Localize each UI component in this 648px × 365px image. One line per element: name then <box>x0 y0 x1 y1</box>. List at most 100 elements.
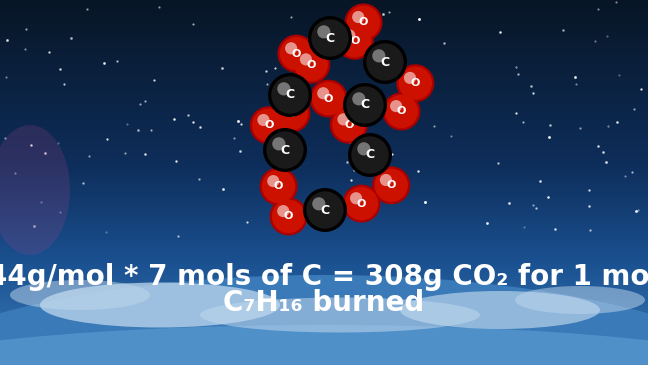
Bar <box>0 242 648 245</box>
Circle shape <box>263 128 307 172</box>
Bar <box>0 41 648 43</box>
Bar <box>0 260 648 262</box>
Bar <box>0 357 648 359</box>
Bar <box>0 24 648 27</box>
Circle shape <box>330 106 368 144</box>
Bar <box>0 326 648 328</box>
Ellipse shape <box>515 286 645 314</box>
Bar <box>0 318 648 320</box>
Bar <box>0 258 648 260</box>
Bar <box>0 247 648 249</box>
Bar <box>0 20 648 22</box>
Circle shape <box>346 86 384 124</box>
Circle shape <box>312 197 325 211</box>
Text: C: C <box>380 55 389 69</box>
Bar <box>0 33 648 35</box>
Bar <box>0 173 648 175</box>
Bar <box>0 309 648 311</box>
Bar <box>0 121 648 123</box>
Bar <box>0 62 648 65</box>
Bar <box>0 241 648 243</box>
Bar <box>0 278 648 280</box>
Ellipse shape <box>40 283 280 327</box>
Bar <box>0 307 648 309</box>
Bar <box>0 23 648 26</box>
Ellipse shape <box>400 291 600 329</box>
Bar <box>0 60 648 62</box>
Bar <box>0 16 648 18</box>
Bar <box>0 38 648 40</box>
Bar <box>0 11 648 14</box>
Circle shape <box>352 11 364 23</box>
Bar <box>0 87 648 89</box>
Bar <box>0 308 648 310</box>
Bar <box>0 225 648 227</box>
Bar <box>0 161 648 163</box>
Circle shape <box>366 43 404 81</box>
Bar <box>0 116 648 118</box>
Bar <box>0 147 648 150</box>
Bar <box>0 292 648 295</box>
Bar <box>0 334 648 336</box>
Bar <box>0 314 648 316</box>
Bar <box>0 0 648 3</box>
Bar <box>0 279 648 281</box>
Bar <box>0 3 648 5</box>
Bar <box>0 327 648 330</box>
Bar <box>0 84 648 87</box>
Text: O: O <box>357 199 366 208</box>
Bar <box>0 316 648 319</box>
Bar <box>0 249 648 251</box>
Bar <box>0 197 648 200</box>
Circle shape <box>275 97 308 130</box>
Bar <box>0 337 648 339</box>
Circle shape <box>300 53 312 65</box>
Bar <box>0 176 648 178</box>
Bar <box>0 231 648 234</box>
Bar <box>0 313 648 315</box>
Bar <box>0 101 648 103</box>
Bar <box>0 26 648 28</box>
Bar <box>0 111 648 113</box>
Bar <box>0 96 648 99</box>
Bar <box>0 191 648 193</box>
Bar <box>0 27 648 29</box>
Bar <box>0 251 648 253</box>
Bar <box>0 311 648 313</box>
Bar <box>0 135 648 138</box>
Circle shape <box>260 168 297 205</box>
Bar <box>0 57 648 59</box>
Bar <box>0 70 648 72</box>
Bar <box>0 256 648 258</box>
Bar <box>0 145 648 147</box>
Bar <box>0 170 648 173</box>
Bar <box>0 150 648 152</box>
Bar <box>0 354 648 357</box>
Circle shape <box>311 19 349 57</box>
Bar <box>0 336 648 338</box>
Bar <box>0 78 648 80</box>
Bar <box>0 353 648 355</box>
Bar <box>0 143 648 145</box>
Circle shape <box>380 174 392 186</box>
Bar <box>0 189 648 191</box>
Bar <box>0 219 648 222</box>
Bar <box>0 158 648 161</box>
Bar <box>0 104 648 106</box>
Text: C: C <box>321 204 330 216</box>
Bar <box>0 128 648 130</box>
Bar <box>0 243 648 246</box>
Bar <box>0 99 648 101</box>
Bar <box>0 233 648 235</box>
Circle shape <box>390 100 402 112</box>
Text: O: O <box>411 78 420 88</box>
Bar <box>0 117 648 119</box>
Circle shape <box>338 113 349 126</box>
Bar <box>0 177 648 179</box>
Bar <box>0 54 648 56</box>
Circle shape <box>372 49 386 62</box>
Bar <box>0 126 648 128</box>
Bar <box>0 265 648 268</box>
Bar <box>0 329 648 331</box>
Bar <box>0 32 648 34</box>
